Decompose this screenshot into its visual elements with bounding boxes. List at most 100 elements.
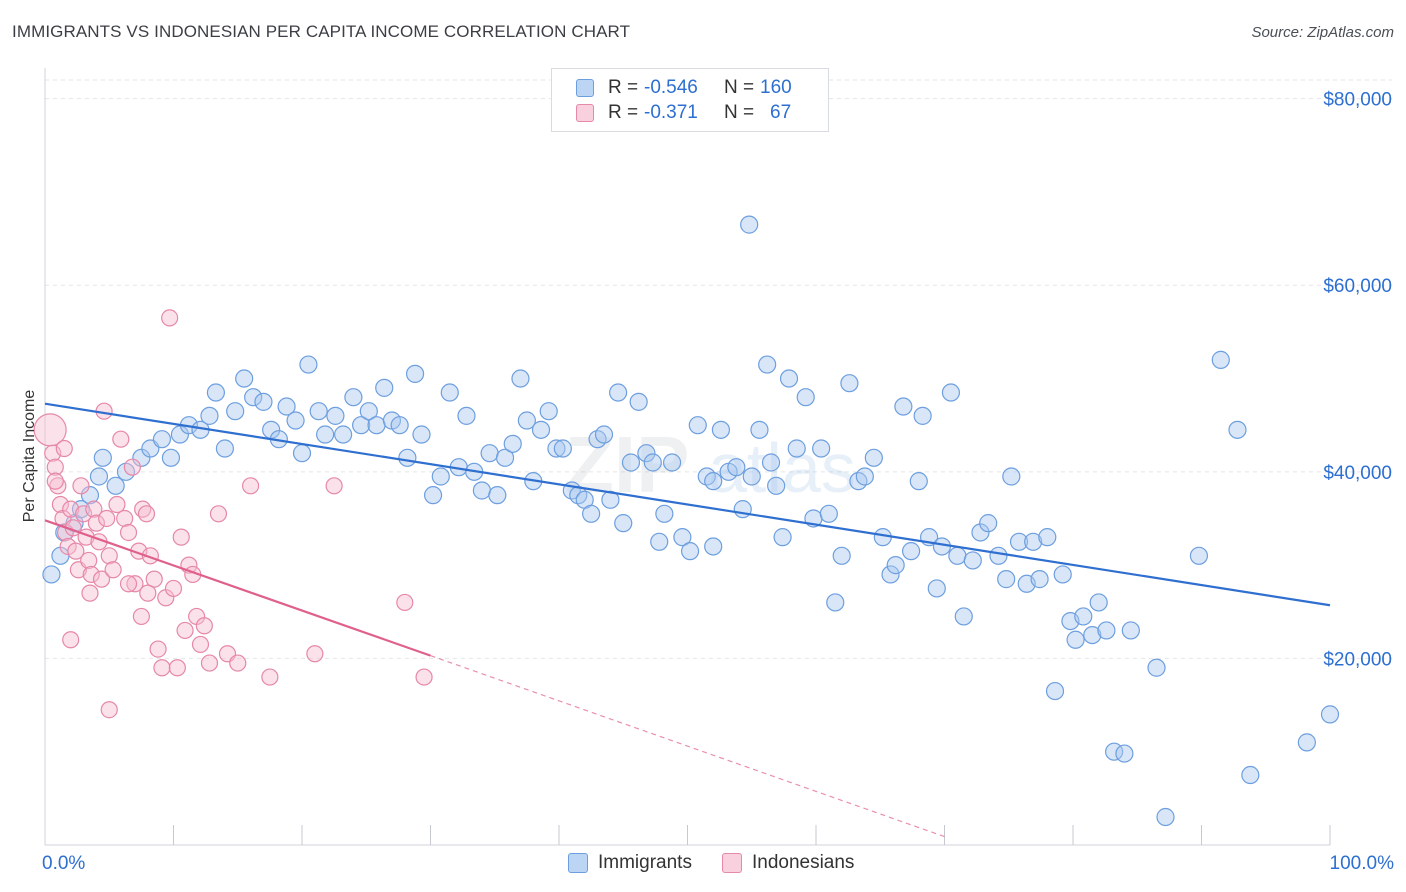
series-legend: Immigrants Indonesians — [568, 852, 884, 874]
indonesians-point — [104, 561, 122, 579]
indonesians-point — [191, 635, 210, 654]
immigrants-point — [655, 504, 674, 523]
immigrants-point — [1083, 625, 1102, 645]
immigrants-point — [531, 420, 551, 439]
immigrants-point — [796, 388, 815, 407]
gridlines — [45, 79, 1392, 659]
immigrants-point — [480, 444, 499, 463]
indonesians-point — [172, 528, 190, 546]
immigrants-point — [773, 528, 792, 547]
immigrants-point — [254, 392, 273, 411]
immigrants-point — [375, 378, 394, 397]
indonesians-point — [49, 477, 67, 495]
legend-n-label: N = — [724, 102, 755, 123]
legend-n-value: 160 — [760, 77, 792, 98]
immigrants-point — [886, 556, 905, 575]
immigrants-point — [621, 453, 641, 472]
indonesians-point — [145, 570, 163, 588]
immigrants-point — [42, 565, 61, 584]
immigrants-point — [855, 467, 874, 486]
x-tick-label-max: 100.0% — [1330, 853, 1395, 874]
immigrants-point — [495, 448, 515, 467]
indonesians-point — [62, 631, 80, 649]
immigrants-point — [1066, 630, 1085, 649]
immigrants-point — [1038, 528, 1057, 547]
immigrants-point — [758, 355, 777, 374]
indonesians-point — [396, 593, 414, 612]
legend-n-label: N = — [724, 77, 755, 98]
indonesians-points — [33, 309, 433, 719]
immigrants-point — [704, 537, 723, 556]
immigrants-point — [547, 439, 566, 458]
immigrants-point — [200, 406, 219, 425]
indonesians-point — [92, 570, 111, 588]
indonesians-point — [67, 542, 85, 560]
immigrants-point — [941, 383, 961, 402]
immigrants-point — [1241, 765, 1260, 785]
immigrants-point — [152, 430, 172, 449]
immigrants-point — [614, 514, 633, 533]
immigrants-point — [1002, 467, 1021, 486]
immigrants-point — [609, 383, 628, 402]
immigrants-point — [864, 448, 883, 467]
immigrants-point — [440, 383, 459, 402]
immigrants-point — [106, 476, 125, 495]
immigrants-trend-line — [44, 402, 1331, 607]
immigrants-point — [932, 537, 952, 556]
immigrants-point — [767, 476, 786, 495]
immigrants-point — [582, 504, 601, 523]
indonesians-point — [139, 584, 157, 602]
immigrants-point — [286, 411, 305, 430]
indonesians-point — [153, 659, 171, 677]
immigrants-point — [390, 416, 409, 435]
immigrants-point — [1045, 681, 1065, 701]
immigrants-point — [727, 458, 746, 477]
legend-row-indonesians: R = -0.371 N = 67 — [576, 101, 791, 125]
immigrants-point — [1009, 532, 1029, 551]
immigrants-point — [629, 392, 648, 411]
indonesians-point — [55, 439, 73, 458]
indonesians-point — [161, 309, 179, 327]
y-axis-label: Per Capita Income — [21, 390, 38, 523]
immigrants-point — [787, 439, 806, 458]
immigrants-point — [93, 448, 112, 467]
immigrants-point — [1189, 546, 1209, 565]
indonesians-point — [229, 654, 247, 672]
indonesians-point — [176, 621, 194, 640]
immigrants-point — [431, 467, 450, 486]
immigrants-point — [832, 546, 851, 565]
immigrants-point — [812, 439, 831, 458]
y-tick-label: $20,000 — [1323, 649, 1392, 670]
immigrants-point — [89, 467, 109, 486]
immigrants-point — [894, 397, 913, 416]
immigrants-point — [235, 369, 254, 388]
immigrants-point — [963, 551, 982, 570]
immigrants-point — [761, 453, 781, 472]
immigrants-point — [398, 448, 417, 467]
legend-label-immigrants: Immigrants — [598, 852, 692, 873]
legend-item-indonesians[interactable]: Indonesians — [721, 852, 854, 874]
indonesians-point — [116, 509, 134, 528]
immigrants-point — [997, 570, 1016, 589]
indonesians-point — [200, 654, 219, 672]
legend-item-immigrants[interactable]: Immigrants — [568, 852, 692, 874]
immigrants-point — [1115, 744, 1134, 763]
immigrants-point — [909, 472, 928, 491]
indonesians-point — [325, 477, 343, 495]
y-tick-label: $60,000 — [1323, 276, 1392, 297]
indonesians-point — [119, 575, 138, 593]
indonesians-point — [98, 509, 116, 528]
chart-title: IMMIGRANTS VS INDONESIAN PER CAPITA INCO… — [12, 22, 631, 41]
indonesians-point — [112, 430, 130, 448]
immigrants-point — [488, 486, 507, 505]
immigrants-point — [352, 416, 371, 435]
indonesians-point — [242, 477, 260, 495]
trend-lines — [44, 402, 1331, 838]
immigrants-point — [971, 523, 990, 542]
immigrants-point — [637, 444, 656, 463]
immigrants-point — [511, 369, 530, 388]
immigrants-point — [948, 546, 967, 565]
immigrants-point — [1030, 570, 1049, 589]
immigrants-point — [277, 397, 296, 416]
legend-n-value: 67 — [770, 102, 792, 123]
